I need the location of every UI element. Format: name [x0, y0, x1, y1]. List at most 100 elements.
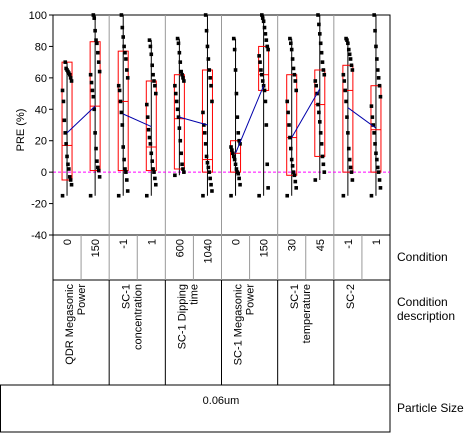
data-point — [178, 138, 183, 143]
data-point — [234, 91, 239, 96]
data-point — [94, 146, 98, 151]
data-point — [63, 131, 68, 135]
data-point — [202, 123, 206, 127]
data-point — [173, 91, 178, 96]
description-line: Power — [76, 284, 88, 316]
data-point — [231, 36, 236, 41]
data-point — [125, 76, 130, 80]
data-point — [258, 60, 262, 64]
data-point — [287, 123, 291, 127]
data-point — [316, 102, 320, 107]
data-point — [116, 83, 121, 88]
data-point — [376, 170, 381, 174]
data-point — [260, 13, 264, 17]
data-point — [121, 145, 126, 149]
data-point — [123, 50, 127, 55]
data-point — [173, 83, 177, 88]
data-point — [344, 36, 348, 41]
data-point — [370, 115, 375, 119]
data-point — [342, 79, 347, 83]
data-point — [88, 193, 93, 198]
y-tick-label: 40 — [35, 104, 47, 116]
data-point — [259, 68, 263, 72]
data-point — [260, 16, 265, 20]
data-point — [264, 123, 269, 127]
data-point — [321, 162, 326, 167]
data-point — [203, 13, 208, 17]
data-point — [262, 88, 267, 93]
data-point — [237, 176, 241, 181]
data-point — [176, 115, 181, 119]
y-tick-label: 100 — [29, 10, 47, 22]
data-point — [144, 102, 149, 107]
data-point — [153, 83, 157, 88]
data-point — [292, 173, 297, 178]
data-point — [347, 52, 352, 57]
particle-size-value: 0.06um — [203, 395, 240, 407]
data-point — [369, 193, 374, 198]
data-point — [349, 63, 354, 68]
description-line: SC-1 Megasonic — [233, 284, 245, 366]
y-tick-label: 0 — [41, 167, 47, 179]
data-point — [238, 182, 242, 187]
data-point — [232, 157, 237, 162]
box — [61, 61, 73, 181]
data-point — [371, 123, 376, 127]
data-point — [344, 99, 348, 104]
data-point — [288, 36, 292, 41]
data-point — [179, 69, 183, 74]
data-point — [96, 60, 101, 64]
condition-row-label: Condition — [397, 250, 448, 264]
data-point — [152, 79, 156, 83]
data-point — [319, 50, 324, 55]
data-point — [205, 44, 210, 49]
data-point — [257, 193, 261, 198]
data-point — [348, 165, 353, 170]
data-point — [146, 127, 151, 132]
data-point — [92, 107, 97, 112]
data-point — [201, 193, 205, 198]
data-point — [260, 72, 264, 77]
data-point — [202, 131, 207, 135]
data-point — [94, 38, 98, 42]
data-point — [148, 44, 153, 49]
data-point — [206, 165, 211, 170]
data-point — [229, 145, 233, 149]
data-point — [318, 41, 323, 46]
data-point — [317, 120, 322, 124]
data-point — [66, 162, 70, 167]
condition-description: SC-1 Dippingtime — [176, 284, 200, 349]
data-point — [320, 154, 325, 159]
data-point — [265, 44, 270, 49]
data-point — [373, 28, 377, 33]
data-point — [153, 176, 157, 181]
data-point — [67, 175, 72, 179]
data-point — [117, 88, 122, 93]
data-point — [69, 79, 74, 83]
data-point — [293, 79, 298, 83]
data-point — [210, 99, 214, 104]
data-point — [291, 170, 296, 174]
data-point — [148, 142, 153, 146]
data-point — [350, 178, 355, 182]
condition-label: 150 — [90, 239, 102, 257]
data-point — [238, 142, 242, 146]
condition-label: -1 — [118, 239, 130, 249]
description-line: time — [188, 284, 200, 305]
data-point — [64, 66, 68, 71]
data-point — [97, 175, 102, 179]
data-point — [232, 47, 237, 52]
data-point — [174, 99, 179, 104]
data-point — [231, 154, 236, 159]
description-line: temperature — [301, 284, 313, 343]
data-point — [151, 72, 155, 77]
data-point — [285, 193, 290, 198]
description-line: SC-1 — [289, 284, 301, 309]
data-point — [178, 60, 183, 64]
data-point — [289, 157, 294, 162]
condition-label: 1040 — [202, 239, 214, 263]
particle-size-row-label: Particle Size — [397, 401, 464, 415]
data-point — [318, 131, 323, 135]
data-point — [369, 104, 374, 108]
